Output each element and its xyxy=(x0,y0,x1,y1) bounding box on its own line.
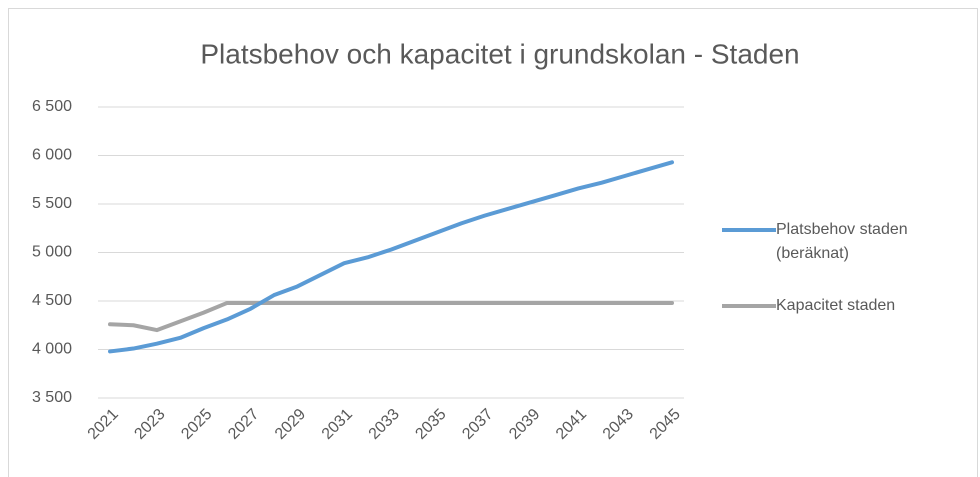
x-tick-label: 2025 xyxy=(178,406,215,443)
x-tick-label: 2021 xyxy=(85,406,122,443)
y-tick-label: 3 500 xyxy=(32,389,72,406)
x-tick-label: 2037 xyxy=(459,406,496,443)
y-tick-label: 5 000 xyxy=(32,244,72,261)
y-tick-label: 4 500 xyxy=(32,292,72,309)
x-tick-label: 2039 xyxy=(506,406,543,443)
chart-border xyxy=(8,8,978,477)
x-tick-label: 2041 xyxy=(553,406,590,443)
y-tick-label: 4 000 xyxy=(32,341,72,358)
x-tick-label: 2033 xyxy=(366,406,403,443)
y-tick-label: 6 000 xyxy=(32,147,72,164)
x-tick-label: 2023 xyxy=(131,406,168,443)
series-line xyxy=(108,300,674,333)
x-tick-label: 2029 xyxy=(272,406,309,443)
legend-label: Platsbehov staden (beräknat) xyxy=(776,221,908,262)
x-tick-label: 2045 xyxy=(647,406,684,443)
x-tick-label: 2035 xyxy=(412,406,449,443)
legend-label: Kapacitet staden xyxy=(776,297,896,314)
legend-entry: Kapacitet staden xyxy=(722,294,966,318)
x-tick-label: 2027 xyxy=(225,406,262,443)
series-line xyxy=(108,160,674,354)
legend-swatch xyxy=(722,304,776,308)
y-tick-label: 6 500 xyxy=(32,98,72,115)
x-tick-label: 2043 xyxy=(600,406,637,443)
chart-title: Platsbehov och kapacitet i grundskolan -… xyxy=(200,38,799,69)
x-tick-label: 2031 xyxy=(319,406,356,443)
y-tick-label: 5 500 xyxy=(32,195,72,212)
legend-swatch xyxy=(722,228,776,232)
legend-entry: Platsbehov staden (beräknat) xyxy=(722,218,966,266)
